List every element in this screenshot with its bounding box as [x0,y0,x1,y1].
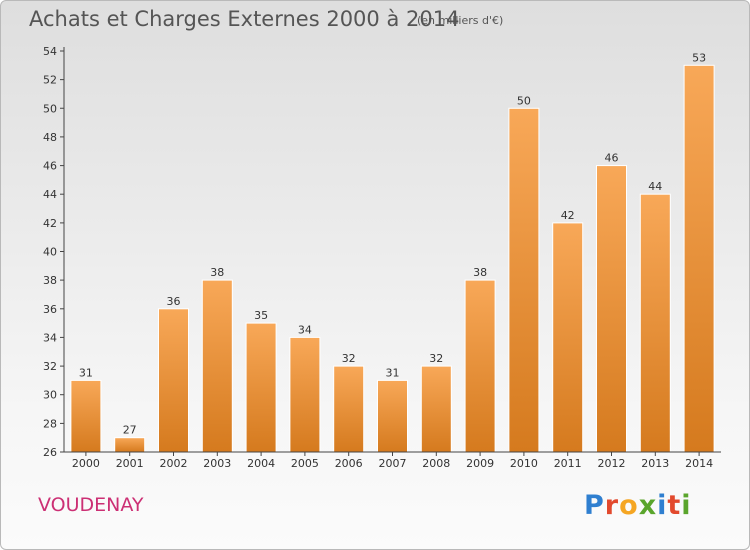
data-label-2000: 31 [79,366,93,379]
bar-2007 [377,379,408,453]
x-tick-label-2009: 2009 [466,457,494,470]
bar-2014 [683,64,715,453]
data-label-2011: 42 [561,209,575,222]
y-tick-label-28: 28 [43,417,57,430]
x-tick-label-2004: 2004 [247,457,275,470]
bar-2010 [508,107,540,453]
y-tick-label-40: 40 [43,246,57,259]
bar-2003 [201,279,233,453]
data-label-2009: 38 [473,266,487,279]
x-tick-label-2014: 2014 [685,457,713,470]
y-tick-label-48: 48 [43,131,57,144]
x-tick-label-2002: 2002 [160,457,188,470]
y-tick-label-34: 34 [43,331,57,344]
data-label-2005: 34 [298,323,312,336]
y-tick-label-50: 50 [43,102,57,115]
x-tick-label-2011: 2011 [554,457,582,470]
bar-2008 [420,365,452,453]
x-tick-label-2012: 2012 [598,457,626,470]
data-label-2014: 53 [692,51,706,64]
axes-layer [60,47,721,456]
data-label-2010: 50 [517,94,531,107]
data-label-2008: 32 [429,352,443,365]
logo-letter: i [657,490,668,521]
logo-letter: o [619,490,639,521]
logo-letter: i [681,490,692,521]
x-tick-label-2006: 2006 [335,457,363,470]
x-tick-label-2001: 2001 [116,457,144,470]
x-tick-label-2003: 2003 [203,457,231,470]
bar-2002 [158,308,189,453]
town-name: VOUDENAY [38,494,144,516]
x-tick-label-2005: 2005 [291,457,319,470]
data-label-2003: 38 [210,266,224,279]
y-tick-label-36: 36 [43,303,57,316]
x-tick-label-2013: 2013 [641,457,669,470]
y-tick-label-30: 30 [43,389,57,402]
y-tick-label-42: 42 [43,217,57,230]
labels-layer: 31 2000 27 2001 36 2002 38 2003 35 2004 34 2005 32 20… [43,45,713,470]
x-tick-label-2008: 2008 [422,457,450,470]
proxiti-logo: Proxiti [584,490,692,521]
bar-2009 [464,279,496,453]
bars-layer [70,64,715,453]
y-tick-label-26: 26 [43,446,57,459]
y-tick-label-32: 32 [43,360,57,373]
bar-2004 [245,322,277,453]
data-label-2012: 46 [605,152,619,165]
bar-2011 [552,222,584,453]
logo-letter: P [584,490,605,521]
bar-2006 [333,365,365,453]
bar-2000 [70,379,102,453]
y-tick-label-54: 54 [43,45,57,58]
x-tick-label-2010: 2010 [510,457,538,470]
data-label-2002: 36 [167,295,181,308]
bar-2005 [289,336,321,453]
logo-letter: x [638,490,658,521]
y-tick-label-44: 44 [43,188,57,201]
logo-letter: r [604,490,620,521]
chart-title: Achats et Charges Externes 2000 à 2014 [29,7,460,31]
y-tick-label-38: 38 [43,274,57,287]
bar-2013 [639,193,671,453]
x-tick-label-2000: 2000 [72,457,100,470]
x-tick-label-2007: 2007 [379,457,407,470]
logo-letter: t [667,490,682,521]
bar-2001 [114,437,146,453]
data-label-2006: 32 [342,352,356,365]
data-label-2013: 44 [648,180,662,193]
bar-2012 [596,165,627,453]
data-label-2004: 35 [254,309,268,322]
y-tick-label-52: 52 [43,74,57,87]
data-label-2007: 31 [386,366,400,379]
chart-unit: (en milliers d'€) [417,14,504,27]
y-tick-label-46: 46 [43,160,57,173]
data-label-2001: 27 [123,424,137,437]
